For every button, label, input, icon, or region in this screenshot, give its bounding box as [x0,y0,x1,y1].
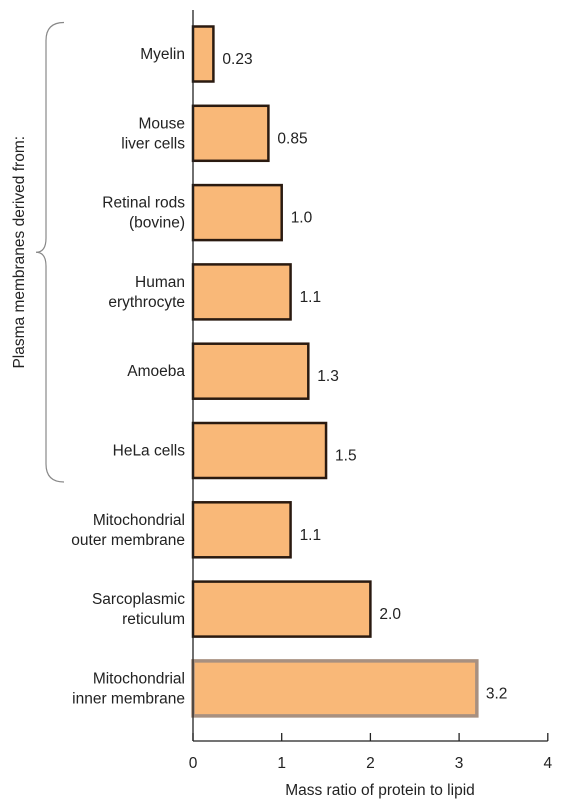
value-labels: 0.23 0.85 1.0 1.1 1.3 1.5 1.1 2.0 3.2 [222,51,507,702]
bar-1 [191,104,270,163]
category-label-8-0: Mitochondrial [93,670,185,687]
category-label-1-1: liver cells [121,135,185,152]
bar-8 [191,659,479,718]
group-brace [35,21,65,483]
category-label-1-0: Mouse [138,115,185,132]
bars [191,25,479,718]
value-label-4: 1.3 [317,368,339,385]
bar-7 [191,580,372,638]
category-label-2-0: Retinal rods [102,195,185,212]
category-labels: Myelin Mouse liver cells Retinal rods (bovin… [71,46,185,707]
category-label-3-0: Human [135,274,185,291]
x-tick-label-3: 3 [455,755,464,772]
category-label-4-0: Amoeba [127,363,185,380]
x-tick-label-4: 4 [543,755,552,772]
value-label-8: 3.2 [486,685,508,702]
value-label-1: 0.85 [277,130,307,147]
category-label-7-1: reticulum [122,611,185,628]
category-label-6-1: outer membrane [71,532,185,549]
bar-5 [191,421,328,480]
x-axis-label: Mass ratio of protein to lipid [285,782,475,799]
x-tick-label-1: 1 [277,755,286,772]
value-label-0: 0.23 [222,51,252,68]
group-label: Plasma membranes derived from: [11,136,28,369]
category-label-5-0: HeLa cells [113,443,186,460]
value-label-6: 1.1 [300,527,322,544]
category-label-8-1: inner membrane [72,690,185,707]
bar-6 [191,501,292,559]
category-label-7-0: Sarcoplasmic [92,591,185,608]
bar-3 [191,263,292,321]
category-label-0-0: Myelin [140,46,185,63]
x-tick-label-2: 2 [366,755,375,772]
value-label-7: 2.0 [379,606,401,623]
bar-2 [191,183,283,242]
bar-4 [191,342,310,400]
x-axis-ticks: 0 1 2 3 4 [189,733,552,772]
category-label-6-0: Mitochondrial [93,512,185,529]
bar-0 [191,25,215,83]
value-label-3: 1.1 [300,289,322,306]
category-label-3-1: erythrocyte [108,294,185,311]
category-label-2-1: (bovine) [129,215,185,232]
value-label-5: 1.5 [335,448,357,465]
value-label-2: 1.0 [291,210,313,227]
x-tick-label-0: 0 [189,755,198,772]
